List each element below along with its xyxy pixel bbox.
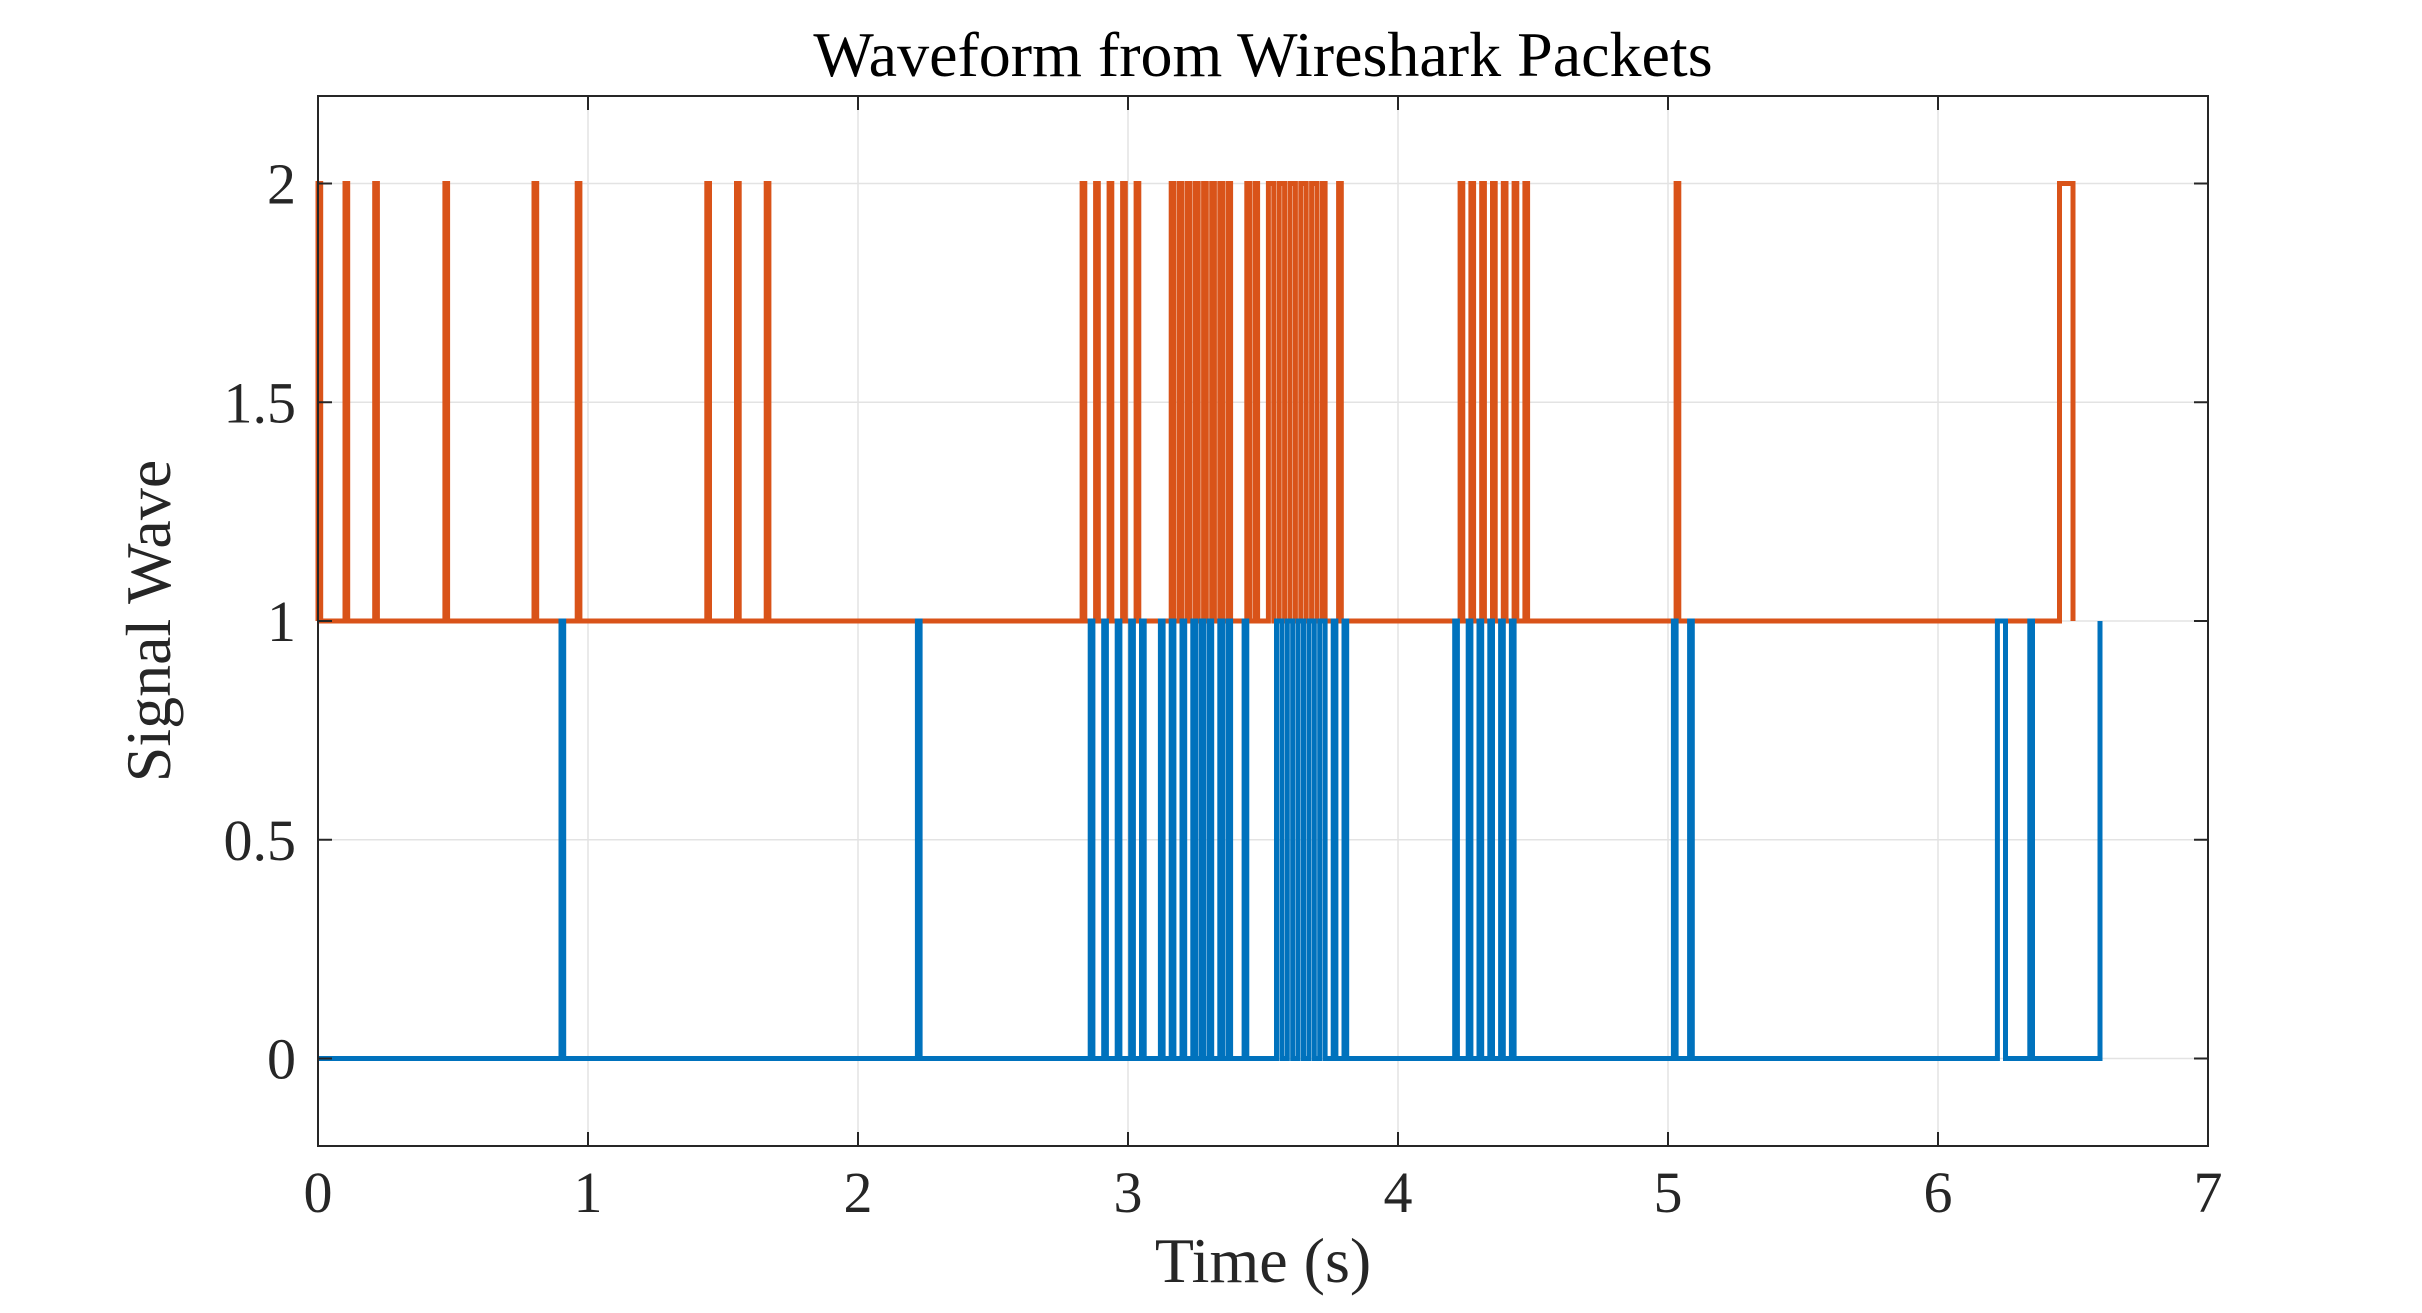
series-layer xyxy=(315,181,2103,1061)
x-tick-label: 4 xyxy=(1384,1160,1413,1225)
series-line-1 xyxy=(315,181,2076,624)
y-tick-label: 0 xyxy=(267,1027,296,1092)
y-tick-label: 1.5 xyxy=(224,370,297,435)
x-tick-label: 5 xyxy=(1654,1160,1683,1225)
x-tick-label: 0 xyxy=(304,1160,333,1225)
y-tick-label: 0.5 xyxy=(224,808,297,873)
chart-title: Waveform from Wireshark Packets xyxy=(813,19,1712,90)
x-tick-label: 1 xyxy=(574,1160,603,1225)
y-tick-label: 1 xyxy=(267,589,296,654)
x-axis-label: Time (s) xyxy=(1155,1225,1371,1296)
x-tick-label: 3 xyxy=(1114,1160,1143,1225)
x-tick-label: 6 xyxy=(1924,1160,1953,1225)
x-tick-label: 7 xyxy=(2194,1160,2223,1225)
y-axis-label: Signal Wave xyxy=(113,460,184,783)
axis-ticks: 0 1 2 3 4 5 6 7 0 0.5 1 1.5 2 xyxy=(224,96,2223,1225)
y-tick-label: 2 xyxy=(267,152,296,217)
x-tick-label: 2 xyxy=(844,1160,873,1225)
series-line-2 xyxy=(318,618,2103,1061)
